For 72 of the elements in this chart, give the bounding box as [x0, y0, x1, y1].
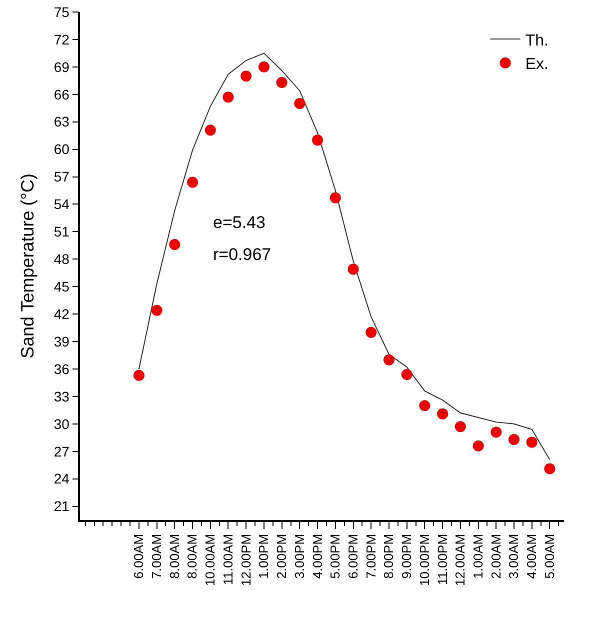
y-tick-label: 27 — [54, 443, 70, 460]
x-tick-label: 1.00PM — [256, 534, 272, 579]
point — [419, 400, 430, 412]
x-tick-label: 11.00AM — [220, 534, 236, 586]
y-tick-label: 21 — [54, 498, 70, 514]
point — [222, 92, 234, 103]
x-tick-label: 4.00PM — [310, 534, 325, 579]
point — [240, 70, 252, 82]
point — [187, 176, 198, 188]
x-tick-label: 9.00PM — [399, 534, 414, 579]
point — [312, 134, 324, 146]
y-tick-label: 45 — [54, 278, 70, 294]
y-tick-label: 63 — [54, 114, 70, 130]
x-tick-label: 10.00AM — [202, 534, 218, 586]
y-tick-label: 33 — [54, 388, 70, 404]
point — [258, 61, 270, 72]
point — [437, 408, 448, 420]
y-tick-label: 66 — [54, 86, 70, 102]
y-tick-label: 51 — [54, 224, 70, 240]
point — [508, 434, 520, 445]
x-tick-label: 12.00PM — [238, 534, 254, 586]
y-tick-label: 54 — [54, 196, 70, 212]
point — [169, 238, 180, 250]
x-tick-label: 8.00PM — [381, 534, 396, 579]
point — [348, 264, 359, 275]
point — [330, 192, 341, 204]
point — [472, 440, 484, 452]
point — [544, 463, 556, 474]
x-tick-label: 7.00PM — [363, 534, 378, 579]
y-tick-label: 69 — [54, 58, 70, 75]
annotation: r=0.967 — [213, 245, 272, 264]
x-tick-label: 11.00PM — [434, 534, 450, 586]
point — [294, 98, 306, 110]
y-tick-label: 72 — [54, 31, 70, 48]
y-axis-title: Sand Temperature (°C) — [18, 174, 38, 358]
y-tick-label: 57 — [54, 168, 70, 185]
point — [366, 326, 377, 338]
point — [133, 370, 144, 381]
annotation: e=5.43 — [213, 213, 266, 232]
point — [383, 354, 394, 366]
y-tick-label: 60 — [54, 141, 70, 158]
point — [454, 421, 466, 432]
x-tick-label: 4.00AM — [524, 534, 540, 579]
x-tick-label: 5.00AM — [542, 534, 557, 579]
point — [151, 304, 162, 316]
x-tick-label: 8.00AM — [166, 534, 182, 579]
y-tick-label: 24 — [54, 470, 70, 487]
y-tick-label: 36 — [54, 360, 70, 377]
point — [490, 426, 502, 438]
x-tick-label: 2.00AM — [488, 534, 504, 579]
x-tick-label: 12.00AM — [452, 534, 468, 586]
y-tick-label: 48 — [54, 251, 70, 268]
legend-label: Ex. — [525, 56, 548, 74]
y-tick-label: 75 — [54, 4, 70, 20]
x-tick-label: 6.00AM — [131, 534, 146, 579]
y-tick-label: 42 — [54, 306, 70, 322]
legend-label: Th. — [525, 32, 548, 50]
x-tick-label: 3.00AM — [506, 534, 522, 579]
x-tick-label: 5.00PM — [328, 534, 343, 579]
point — [526, 436, 538, 448]
x-tick-label: 8.00AM — [184, 534, 200, 579]
x-tick-label: 10.00PM — [416, 534, 432, 586]
x-tick-label: 6.00PM — [345, 534, 360, 579]
x-tick-label: 1.00AM — [470, 534, 486, 579]
y-tick-label: 30 — [54, 416, 70, 432]
point — [276, 76, 288, 88]
point — [204, 124, 216, 136]
y-tick-label: 39 — [54, 333, 70, 350]
x-tick-label: 7.00AM — [149, 534, 164, 579]
x-tick-label: 3.00PM — [292, 534, 307, 579]
x-tick-label: 2.00PM — [274, 534, 290, 579]
point — [401, 368, 412, 380]
